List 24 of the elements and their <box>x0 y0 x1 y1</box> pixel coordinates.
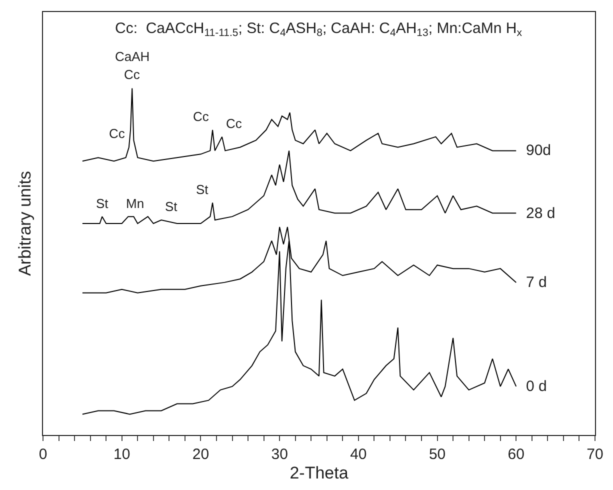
x-tick-label: 50 <box>428 446 446 463</box>
x-tick-label: 0 <box>38 446 48 463</box>
annotation: St <box>165 199 178 214</box>
annotation: Cc <box>226 116 242 131</box>
annotation: Cc <box>109 126 126 141</box>
annotation: Cc <box>124 67 140 82</box>
series-label: 7 d <box>526 274 547 291</box>
annotation: St <box>96 196 109 211</box>
x-axis-title: 2-Theta <box>290 463 349 482</box>
annotation: Mn <box>126 196 144 211</box>
text: Cc: CaACcH$_{11-11.5}$; St: C$_{4}$ASH$_{8}$; CaAH: C$_{4}$AH$_{13}$; Mn:CaMn H$_{x}$ <box>115 20 522 40</box>
annotation: Cc <box>193 109 210 124</box>
x-tick-label: 30 <box>271 446 288 463</box>
series-label: 0 d <box>526 378 547 395</box>
annotation: CaAH <box>115 49 150 64</box>
series-label: 28 d <box>526 205 556 222</box>
y-axis-title: Arbitrary units <box>16 171 35 276</box>
x-tick-label: 10 <box>114 446 130 463</box>
series-label: 90d <box>526 142 552 159</box>
x-tick-label: 70 <box>586 446 604 463</box>
x-tick-label: 20 <box>192 446 210 463</box>
x-tick-label: 60 <box>508 446 524 463</box>
annotation: St <box>196 182 209 197</box>
x-tick-label: 40 <box>350 446 367 463</box>
